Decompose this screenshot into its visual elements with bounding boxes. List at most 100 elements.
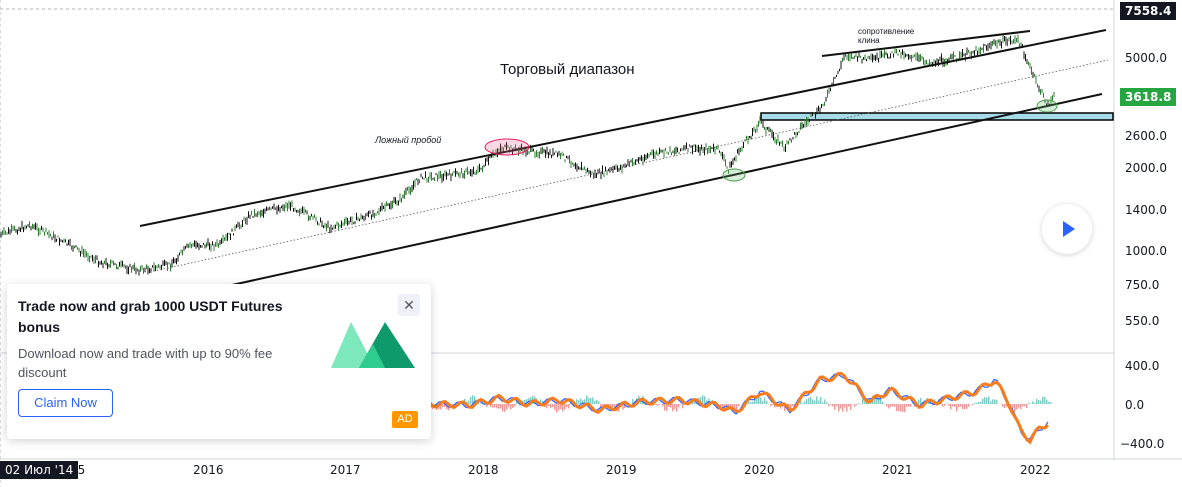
histogram-bar <box>558 404 560 411</box>
support-zone[interactable] <box>760 112 1114 121</box>
histogram-bar <box>694 399 696 404</box>
histogram-bar <box>1024 404 1026 407</box>
histogram-bar <box>862 398 864 404</box>
histogram-bar <box>750 402 752 404</box>
histogram-bar <box>552 404 554 408</box>
histogram-bar <box>988 396 990 404</box>
histogram-bar <box>930 400 932 404</box>
false-breakout-ellipse[interactable] <box>484 138 530 156</box>
time-label: 2016 <box>193 463 224 477</box>
histogram-bar <box>766 400 768 404</box>
histogram-bar <box>576 399 578 404</box>
histogram-bar <box>780 404 782 409</box>
histogram-bar <box>666 404 668 411</box>
support-touch-ellipse-2[interactable] <box>1036 99 1058 113</box>
wedge-label-line1: сопротивление <box>858 27 915 36</box>
histogram-bar <box>736 404 738 411</box>
histogram-bar <box>564 404 566 410</box>
histogram-bar <box>806 399 808 405</box>
histogram-bar <box>516 400 518 404</box>
histogram-bar <box>676 404 678 412</box>
support-touch-ellipse[interactable] <box>722 168 746 182</box>
histogram-bar <box>1038 399 1040 404</box>
histogram-bar <box>848 404 850 407</box>
histogram-bar <box>474 396 476 405</box>
histogram-bar <box>640 400 642 404</box>
play-button[interactable] <box>1042 204 1092 254</box>
histogram-bar <box>1020 404 1022 410</box>
histogram-bar <box>808 398 810 405</box>
histogram-bar <box>1032 401 1034 404</box>
histogram-bar <box>540 399 542 405</box>
histogram-bar <box>702 395 704 405</box>
histogram-bar <box>952 404 954 407</box>
channel-median-line[interactable] <box>149 59 1109 273</box>
histogram-bar <box>792 404 794 407</box>
close-icon[interactable]: ✕ <box>398 294 420 316</box>
wedge-resistance-line[interactable] <box>821 30 1031 57</box>
histogram-bar <box>958 404 960 408</box>
histogram-bar <box>758 396 760 404</box>
histogram-bar <box>840 404 842 409</box>
histogram-bar <box>556 404 558 413</box>
histogram-bar <box>764 397 766 404</box>
histogram-bar <box>902 404 904 412</box>
histogram-bar <box>612 404 614 410</box>
histogram-bar <box>974 402 976 404</box>
ad-popup[interactable]: Trade now and grab 1000 USDT Futures bon… <box>7 284 431 439</box>
histogram-bar <box>732 404 734 408</box>
histogram-bar <box>526 399 528 405</box>
price-label: 2600.0 <box>1125 129 1167 143</box>
channel-upper-line[interactable] <box>139 29 1107 227</box>
histogram-bar <box>1014 404 1016 412</box>
histogram-bar <box>1002 404 1004 407</box>
histogram-bar <box>980 401 982 404</box>
histogram-bar <box>668 404 670 407</box>
histogram-bar <box>942 404 944 407</box>
histogram-bar <box>440 404 442 410</box>
histogram-bar <box>814 400 816 404</box>
histogram-bar <box>908 404 910 407</box>
histogram-bar <box>1006 404 1008 407</box>
histogram-bar <box>508 404 510 408</box>
histogram-bar <box>512 404 514 408</box>
histogram-bar <box>658 404 660 406</box>
histogram-bar <box>678 404 680 408</box>
histogram-bar <box>492 404 494 408</box>
price-label: 5000.0 <box>1125 51 1167 65</box>
histogram-bar <box>530 397 532 404</box>
histogram-bar <box>820 396 822 404</box>
histogram-bar <box>496 404 498 409</box>
histogram-bar <box>664 404 666 411</box>
histogram-bar <box>468 400 470 404</box>
histogram-bar <box>948 404 950 406</box>
histogram-bar <box>1028 402 1030 404</box>
time-label: 2019 <box>606 463 637 477</box>
histogram-bar <box>762 401 764 404</box>
channel-lower-line[interactable] <box>199 93 1103 293</box>
histogram-bar <box>994 399 996 405</box>
mexc-logo <box>331 322 415 368</box>
histogram-bar <box>582 400 584 405</box>
histogram-bar <box>968 404 970 407</box>
price-label: 1400.0 <box>1125 203 1167 217</box>
histogram-bar <box>812 399 814 405</box>
histogram-bar <box>966 404 968 409</box>
claim-now-button[interactable]: Claim Now <box>18 389 113 417</box>
histogram-bar <box>1050 402 1052 404</box>
histogram-bar <box>596 399 598 405</box>
histogram-bar <box>984 397 986 404</box>
histogram-bar <box>842 404 844 412</box>
histogram-bar <box>890 404 892 408</box>
histogram-bar <box>614 404 616 408</box>
histogram-bar <box>568 404 570 409</box>
histogram-bar <box>828 404 830 407</box>
histogram-bar <box>824 399 826 405</box>
histogram-bar <box>1036 398 1038 404</box>
histogram-bar <box>602 404 604 407</box>
histogram-bar <box>896 404 898 411</box>
price-label: 2000.0 <box>1125 161 1167 175</box>
histogram-bar <box>682 404 684 409</box>
histogram-bar <box>906 404 908 407</box>
